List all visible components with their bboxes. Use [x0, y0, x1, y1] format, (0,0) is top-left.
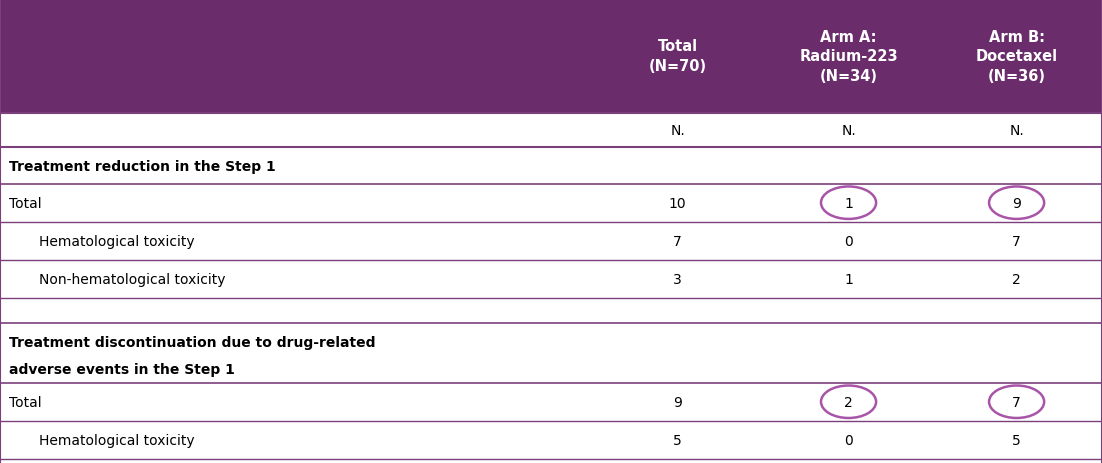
- Text: 1: 1: [844, 196, 853, 210]
- Text: Treatment discontinuation due to drug-related: Treatment discontinuation due to drug-re…: [9, 336, 376, 350]
- Text: 3: 3: [673, 272, 682, 286]
- Text: 1: 1: [844, 272, 853, 286]
- Text: Hematological toxicity: Hematological toxicity: [39, 234, 194, 248]
- Text: N.: N.: [841, 124, 856, 138]
- Text: 2: 2: [1013, 272, 1020, 286]
- Text: Total
(N=70): Total (N=70): [649, 39, 706, 74]
- Text: Total: Total: [9, 395, 42, 409]
- Text: 5: 5: [1013, 433, 1020, 447]
- Text: adverse events in the Step 1: adverse events in the Step 1: [9, 362, 235, 376]
- Text: Arm A:
Radium-223
(N=34): Arm A: Radium-223 (N=34): [799, 30, 898, 84]
- Text: 7: 7: [1013, 395, 1020, 409]
- Text: 7: 7: [673, 234, 682, 248]
- Text: 0: 0: [844, 433, 853, 447]
- Text: 10: 10: [669, 196, 687, 210]
- Text: 7: 7: [1013, 234, 1020, 248]
- Text: 0: 0: [844, 234, 853, 248]
- Text: Total: Total: [9, 196, 42, 210]
- Text: 9: 9: [673, 395, 682, 409]
- Text: Non-hematological toxicity: Non-hematological toxicity: [39, 272, 225, 286]
- Text: N.: N.: [670, 124, 685, 138]
- Text: 5: 5: [673, 433, 682, 447]
- Text: 2: 2: [844, 395, 853, 409]
- Text: Treatment reduction in the Step 1: Treatment reduction in the Step 1: [9, 159, 275, 173]
- Bar: [0, 0, 1102, 113]
- Text: N.: N.: [1009, 124, 1024, 138]
- Text: Arm B:
Docetaxel
(N=36): Arm B: Docetaxel (N=36): [975, 30, 1058, 84]
- Text: Hematological toxicity: Hematological toxicity: [39, 433, 194, 447]
- Text: 9: 9: [1012, 196, 1022, 210]
